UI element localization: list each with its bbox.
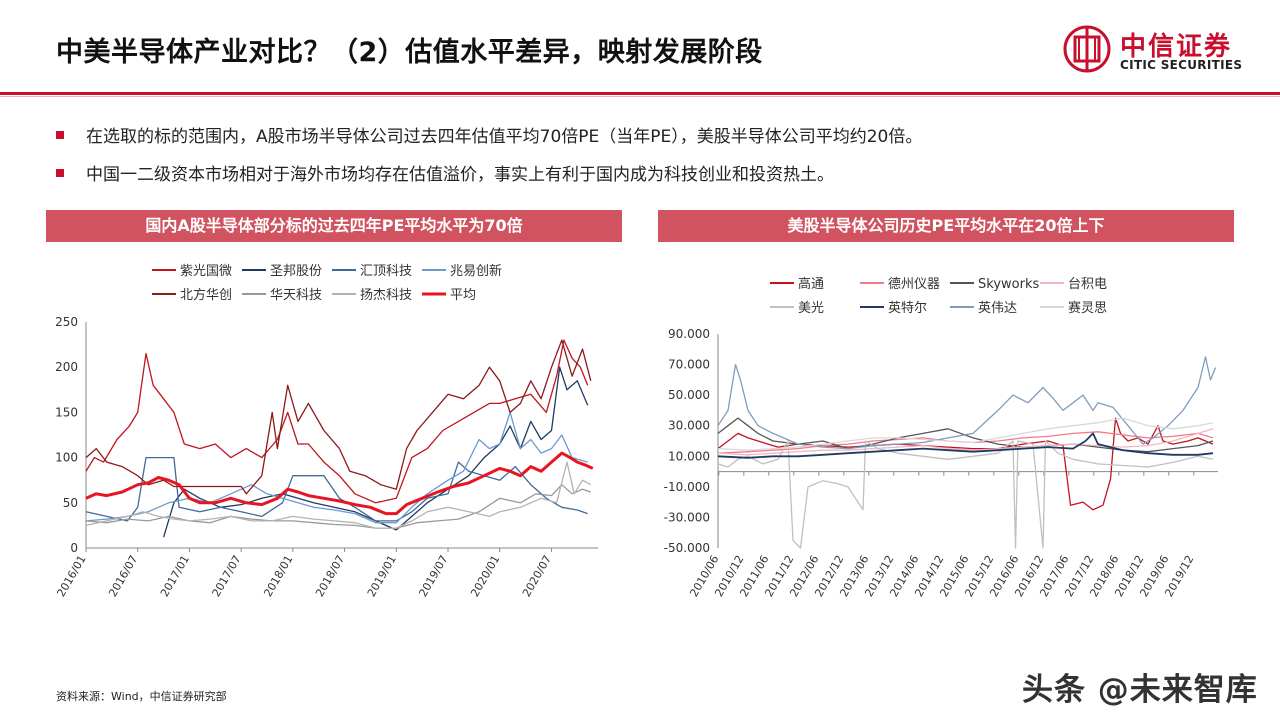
y-tick-label: 100 xyxy=(55,451,78,465)
y-tick-label: -10.000 xyxy=(664,480,710,494)
series-line-华天科技 xyxy=(85,484,592,529)
legend-label: 北方华创 xyxy=(180,287,232,303)
y-tick-label: 250 xyxy=(55,315,78,329)
series-line-赛灵思 xyxy=(717,417,1214,451)
y-tick-label: -30.000 xyxy=(664,510,710,524)
x-tick-label: 2018/07 xyxy=(313,553,347,599)
legend-label: 赛灵思 xyxy=(1068,300,1107,316)
bullet-square-icon xyxy=(56,131,64,139)
y-tick-label: 50 xyxy=(63,496,78,510)
right-chart-title: 美股半导体公司历史PE平均水平在20倍上下 xyxy=(658,210,1234,242)
y-tick-label: 0 xyxy=(70,541,78,555)
legend-label: 兆易创新 xyxy=(450,263,502,279)
legend-label: 美光 xyxy=(798,301,824,316)
logo-text-cn: 中信证券 xyxy=(1120,32,1233,62)
legend-label: 德州仪器 xyxy=(888,277,940,292)
x-tick-label: 2017/07 xyxy=(210,553,244,599)
x-tick-label: 2019/07 xyxy=(417,553,451,599)
series-line-高通 xyxy=(717,417,1214,511)
x-tick-label: 2019/01 xyxy=(365,553,399,599)
left-chart-title: 国内A股半导体部分标的过去四年PE平均水平为70倍 xyxy=(46,210,622,242)
legend-label: 英伟达 xyxy=(978,301,1017,316)
legend-label: 圣邦股份 xyxy=(270,264,322,279)
x-tick-label: 2020/01 xyxy=(468,553,502,599)
logo-text-en: CITIC SECURITIES xyxy=(1120,58,1243,72)
y-tick-label: -50.000 xyxy=(664,541,710,555)
y-tick-label: 90.000 xyxy=(668,327,710,341)
legend-label: 紫光国微 xyxy=(180,264,232,279)
citic-emblem-icon xyxy=(1063,25,1111,73)
series-line-台积电 xyxy=(717,428,1214,456)
series-line-美光 xyxy=(717,440,1214,549)
source-note: 资料来源：Wind，中信证券研究部 xyxy=(56,690,227,703)
y-tick-label: 70.000 xyxy=(668,358,710,372)
header-divider xyxy=(0,92,1280,95)
x-tick-label: 2016/01 xyxy=(54,553,88,599)
legend-label: 华天科技 xyxy=(270,288,322,303)
bullet-square-icon xyxy=(56,169,64,177)
legend-label: 平均 xyxy=(450,288,476,303)
bullet-2: 中国一二级资本市场相对于海外市场均存在估值溢价，事实上有利于国内成为科技创业和投… xyxy=(56,160,834,185)
series-line-汇顶科技 xyxy=(85,456,588,522)
legend-label: 扬杰科技 xyxy=(360,288,412,303)
bullet-1: 在选取的标的范围内，A股市场半导体公司过去四年估值平均70倍PE（当年PE），美… xyxy=(56,122,922,147)
series-line-北方华创 xyxy=(85,339,592,495)
legend-label: 高通 xyxy=(798,276,824,292)
header-divider-light xyxy=(0,96,1280,97)
x-tick-label: 2017/01 xyxy=(158,553,192,599)
bullet-2-text: 中国一二级资本市场相对于海外市场均存在估值溢价，事实上有利于国内成为科技创业和投… xyxy=(86,165,834,185)
legend-label: Skyworks xyxy=(978,277,1039,292)
citic-logo: 中信证券 CITIC SECURITIES xyxy=(1062,24,1262,80)
series-line-圣邦股份 xyxy=(162,366,589,538)
y-tick-label: 10.000 xyxy=(668,449,710,463)
series-line-英伟达 xyxy=(717,356,1217,450)
series-line-扬杰科技 xyxy=(85,461,592,529)
series-line-兆易创新 xyxy=(85,411,588,524)
y-tick-label: 150 xyxy=(55,405,78,419)
legend-label: 台积电 xyxy=(1068,277,1107,292)
y-tick-label: 200 xyxy=(55,360,78,374)
legend-label: 汇顶科技 xyxy=(360,264,412,279)
watermark: 头条 @未来智库 xyxy=(1022,672,1258,708)
series-line-英特尔 xyxy=(717,432,1214,459)
page-title: 中美半导体产业对比？（2）估值水平差异，映射发展阶段 xyxy=(56,37,763,68)
bullet-1-text: 在选取的标的范围内，A股市场半导体公司过去四年估值平均70倍PE（当年PE），美… xyxy=(86,127,923,147)
x-tick-label: 2018/01 xyxy=(261,553,295,599)
x-tick-label: 2020/07 xyxy=(520,553,554,599)
legend-label: 英特尔 xyxy=(888,301,927,316)
y-tick-label: 30.000 xyxy=(668,419,710,433)
x-tick-label: 2016/07 xyxy=(106,553,140,599)
y-tick-label: 50.000 xyxy=(668,388,710,402)
series-line-平均 xyxy=(85,451,594,516)
